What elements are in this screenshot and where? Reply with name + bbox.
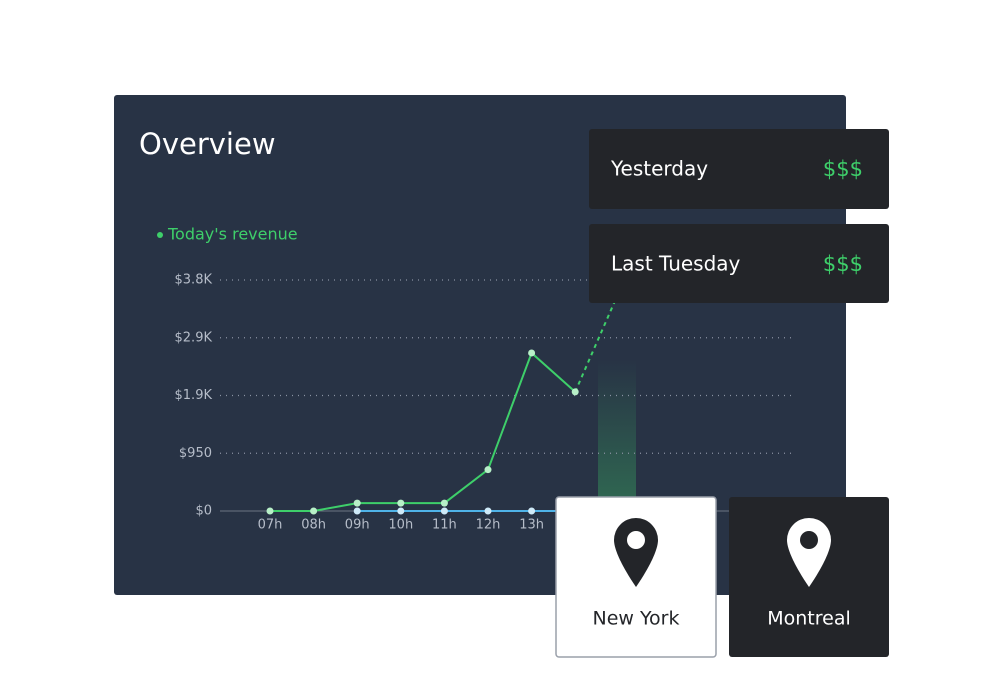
- location-card[interactable]: New York: [555, 496, 717, 658]
- card-label: Last Tuesday: [611, 252, 741, 276]
- legend-label: Today's revenue: [167, 225, 298, 244]
- data-point: [353, 499, 361, 507]
- y-tick-label: $3.8K: [175, 273, 213, 288]
- x-tick-label: 10h: [388, 518, 413, 533]
- data-point: [571, 388, 579, 396]
- series-line: [574, 291, 620, 393]
- pin-icon: [787, 518, 831, 587]
- x-tick-label: 09h: [345, 518, 370, 533]
- y-tick-label: $950: [179, 446, 212, 461]
- x-tick-label: 07h: [258, 518, 283, 533]
- x-tick-label: 11h: [432, 518, 457, 533]
- data-point: [484, 507, 492, 515]
- data-point: [440, 499, 448, 507]
- pin-icon: [614, 518, 658, 587]
- card-value: $$$: [823, 252, 863, 276]
- location-label: New York: [592, 608, 679, 630]
- panel: [114, 95, 846, 595]
- data-point: [397, 507, 405, 515]
- data-point: [353, 507, 361, 515]
- series-line: [270, 351, 576, 512]
- location-card[interactable]: Montreal: [729, 497, 889, 657]
- card[interactable]: Yesterday $$$: [589, 129, 889, 209]
- data-point: [440, 507, 448, 515]
- legend-dot: [157, 232, 163, 238]
- x-tick-label: 12h: [476, 518, 501, 533]
- data-point: [528, 507, 536, 515]
- panel-title: Overview: [139, 127, 276, 161]
- card[interactable]: Last Tuesday $$$: [589, 224, 889, 303]
- data-point: [484, 466, 492, 474]
- data-point: [310, 507, 318, 515]
- card-value: $$$: [823, 157, 863, 181]
- card-label: Yesterday: [610, 157, 708, 181]
- y-tick-label: $1.9K: [175, 388, 213, 403]
- location-label: Montreal: [767, 608, 851, 630]
- hover-highlight: [598, 360, 636, 510]
- x-tick-label: 08h: [301, 518, 326, 533]
- x-tick-label: 13h: [519, 518, 544, 533]
- plot: $0 $950 $1.9K $2.9K $3.8K 07h 08h 09h 10h 11h 12h 1…: [157, 225, 792, 533]
- y-tick-label: $0: [195, 504, 212, 519]
- data-point: [266, 507, 274, 515]
- y-tick-label: $2.9K: [175, 330, 213, 345]
- data-point: [528, 349, 536, 357]
- data-point: [397, 499, 405, 507]
